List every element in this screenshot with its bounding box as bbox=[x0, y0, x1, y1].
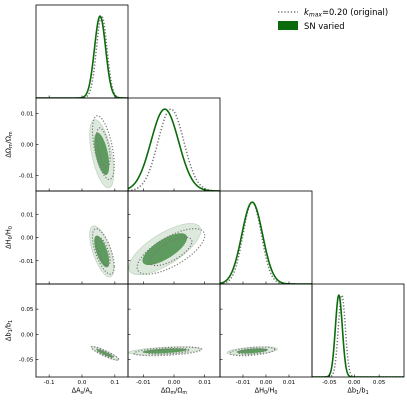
y-axis-label-3: Δb1/b1 bbox=[5, 320, 15, 341]
x-axis-label-2: ΔH0/H0 bbox=[255, 387, 278, 397]
marginal-panel-1 bbox=[128, 108, 220, 191]
x-axis-label-1: ΔΩm/Ωm bbox=[161, 387, 188, 397]
x-tick-label: 0.0 bbox=[78, 380, 87, 386]
contour-panel-1-2 bbox=[128, 223, 206, 276]
marginal-original-curve bbox=[312, 293, 404, 377]
y-axis-label-1: ΔΩm/Ωm bbox=[5, 131, 15, 158]
contour-varied-68 bbox=[94, 235, 110, 268]
x-tick-label: -0.1 bbox=[44, 380, 55, 386]
y-tick-label: 0.01 bbox=[21, 212, 34, 218]
contour-original-68 bbox=[96, 236, 111, 267]
y-tick-label: -0.01 bbox=[19, 174, 34, 180]
contour-original-95 bbox=[133, 346, 203, 357]
marginal-original-curve bbox=[36, 15, 128, 98]
x-tick-label: 0.1 bbox=[110, 380, 119, 386]
panel-frame-2-3 bbox=[219, 283, 313, 378]
y-tick-label: -0.05 bbox=[19, 357, 34, 363]
legend-varied-label: SN varied bbox=[304, 21, 345, 31]
contour-varied-68 bbox=[94, 132, 110, 175]
panel-frame-1-1 bbox=[127, 97, 221, 192]
contour-panel-2-3 bbox=[226, 346, 278, 357]
contour-original-68 bbox=[149, 236, 193, 267]
x-tick-label: 0.01 bbox=[198, 380, 211, 386]
x-tick-label: 0.01 bbox=[283, 380, 296, 386]
contour-original-68 bbox=[146, 348, 190, 355]
panel-frame-0-3 bbox=[35, 283, 129, 378]
marginal-original-curve bbox=[128, 108, 220, 191]
panel-frame-3-3 bbox=[311, 283, 405, 378]
x-tick-label: -0.05 bbox=[322, 380, 337, 386]
contour-panel-0-3 bbox=[90, 345, 120, 361]
x-tick-label: 0.00 bbox=[348, 380, 361, 386]
y-tick-label: 0.00 bbox=[21, 332, 34, 338]
marginal-panel-0 bbox=[36, 15, 128, 98]
legend: kmax=0.20 (original) SN varied bbox=[278, 7, 388, 31]
panel-frame-0-0 bbox=[35, 4, 129, 99]
marginal-varied-curve bbox=[128, 108, 220, 191]
contour-panel-0-1 bbox=[89, 115, 115, 189]
y-tick-label: 0.01 bbox=[21, 112, 34, 118]
y-tick-label: 0.00 bbox=[21, 143, 34, 149]
x-tick-label: -0.01 bbox=[136, 380, 151, 386]
contour-original-95 bbox=[91, 115, 115, 181]
y-tick-label: 0.00 bbox=[21, 236, 34, 242]
panel-frame-1-3 bbox=[127, 283, 221, 378]
x-tick-label: -0.01 bbox=[236, 380, 251, 386]
legend-original-label: kmax=0.20 (original) bbox=[304, 7, 388, 19]
panel-frame-0-1 bbox=[35, 97, 129, 192]
marginal-panel-3 bbox=[312, 293, 404, 377]
contour-varied-68 bbox=[142, 233, 188, 266]
y-axis-label-2: ΔH0/H0 bbox=[5, 226, 15, 249]
contour-original-95 bbox=[136, 228, 206, 275]
x-tick-label: 0.00 bbox=[260, 380, 273, 386]
contour-varied-68 bbox=[96, 349, 114, 358]
y-tick-label: -0.01 bbox=[19, 259, 34, 265]
panel-frame-2-2 bbox=[219, 190, 313, 285]
x-tick-label: 0.05 bbox=[373, 380, 386, 386]
marginal-varied-curve bbox=[312, 294, 404, 377]
contour-original-95 bbox=[90, 345, 120, 361]
marginal-panel-2 bbox=[220, 201, 312, 284]
contour-panel-1-3 bbox=[128, 346, 203, 357]
legend-varied-swatch bbox=[278, 21, 298, 30]
contour-original-95 bbox=[229, 346, 276, 357]
marginal-original-curve bbox=[220, 201, 312, 284]
x-axis-label-3: Δb1/b1 bbox=[347, 387, 368, 397]
contour-panel-0-2 bbox=[89, 225, 115, 278]
x-tick-label: 0.00 bbox=[168, 380, 181, 386]
x-axis-label-0: ΔAs/As bbox=[72, 387, 93, 397]
marginal-varied-curve bbox=[36, 15, 128, 98]
y-tick-label: 0.05 bbox=[21, 307, 34, 313]
contour-varied-68 bbox=[142, 348, 188, 354]
